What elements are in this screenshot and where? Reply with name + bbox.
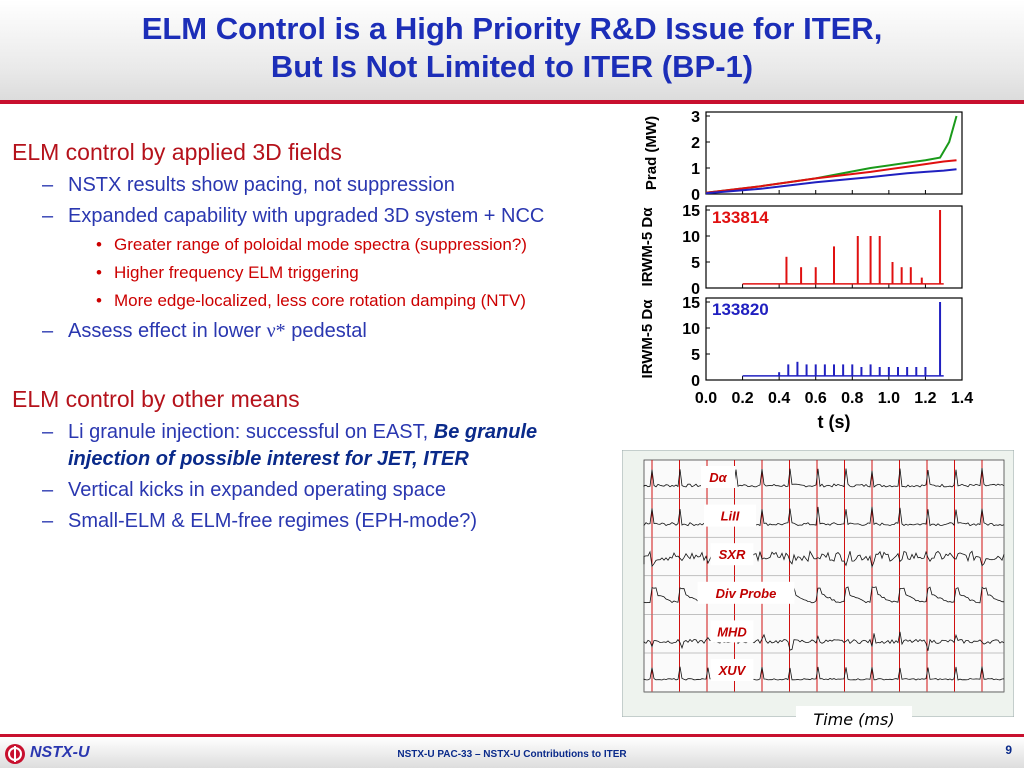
y-tick-label: 15 (682, 295, 700, 312)
x-tick-label: 0.8 (841, 390, 863, 407)
y-tick-label: 10 (682, 321, 700, 338)
be-granule-emphasis: Be granule injection of possible interes… (68, 421, 538, 470)
channel-label-bg (697, 581, 795, 604)
subbullet-poloidal: • Greater range of poloidal mode spectra … (96, 235, 527, 254)
bullet-small-elm: – Small-ELM & ELM-free regimes (EPH-mode?… (42, 510, 477, 532)
channel-label-bg (701, 466, 735, 488)
subbullet-text: Greater range of poloidal mode spectra (… (114, 235, 527, 254)
title-line-1: ELM Control is a High Priority R&D Issue… (141, 11, 883, 46)
subbullet-edge-localized: • More edge-localized, less core rotation… (96, 291, 526, 310)
header-divider (0, 100, 1024, 104)
y-tick-label: 3 (691, 109, 700, 126)
title-line-2: But Is Not Limited to ITER (BP-1) (270, 49, 754, 84)
li-prefix: Li granule injection: successful on EAST… (68, 421, 429, 443)
osc-trace (643, 550, 1005, 569)
x-tick-label: 0.0 (695, 390, 717, 407)
section1-heading: ELM control by applied 3D fields (12, 139, 342, 165)
channel-label-bg (710, 620, 754, 643)
nu-star-symbol: ν* (266, 320, 286, 342)
assess-suffix: pedestal (291, 320, 367, 342)
x-tick-label: 1.2 (914, 390, 936, 407)
y-tick-label: 5 (691, 347, 700, 364)
y-tick-label: 2 (691, 135, 700, 152)
prad-dalpha-chart: 0 1 2 3 Prad (MW) 0 5 10 15 IRWM-5 Dα 133814 0 5 10 15… (639, 109, 973, 432)
x-tick-label: 0.4 (768, 390, 790, 407)
y-tick-label: 0 (691, 281, 700, 298)
panel-y-label: IRWM-5 Dα (639, 299, 656, 379)
x-axis-label: t (s) (818, 412, 851, 432)
slide-content: ELM control by applied 3D fields – NSTX r… (12, 138, 612, 539)
subbullet-frequency: • Higher frequency ELM triggering (96, 263, 359, 282)
channel-label-bg (704, 504, 756, 527)
shot-number-label: 133814 (712, 208, 769, 227)
bullet-li-granule: – Li granule injection: successful on EAS… (42, 421, 538, 470)
x-tick-label: 1.4 (951, 390, 973, 407)
channel-label: SXR (719, 547, 746, 562)
osc-trace (643, 666, 1005, 681)
series-line-red (705, 159, 957, 194)
panel-y-label: IRWM-5 Dα (639, 207, 656, 287)
slide-header: ELM Control is a High Priority R&D Issue… (0, 0, 1024, 100)
panel-y-label: Prad (MW) (643, 116, 660, 190)
subbullet-text: More edge-localized, less core rotation … (114, 291, 526, 310)
shot-number-label: 133820 (712, 300, 769, 319)
bullet-text: Expanded capability with upgraded 3D sys… (68, 205, 545, 227)
bullet-assess: – Assess effect in lower ν* pedestal (42, 320, 367, 342)
series-line-blue (705, 168, 957, 195)
y-tick-label: 0 (691, 187, 700, 204)
logo-text: NSTX-U (30, 744, 90, 761)
y-tick-label: 1 (691, 161, 700, 178)
x-tick-label: 1.0 (878, 390, 900, 407)
channel-label-bg (710, 659, 754, 681)
y-tick-label: 10 (682, 229, 700, 246)
nstx-logo-icon (5, 744, 25, 764)
channel-label-bg (710, 543, 754, 566)
subbullet-text: Higher frequency ELM triggering (114, 263, 359, 282)
footer-title: NSTX-U PAC-33 – NSTX-U Contributions to … (397, 749, 627, 760)
bullet-nstx-results: – NSTX results show pacing, not suppressi… (42, 174, 455, 196)
bullet-text: NSTX results show pacing, not suppressio… (68, 174, 455, 196)
x-tick-label: 0.6 (805, 390, 827, 407)
channel-label: LiII (721, 509, 740, 524)
diagnostic-oscillogram: Dα LiII SXR Div Probe MHD XUV (622, 450, 1014, 717)
channel-label: Dα (709, 470, 727, 485)
time-axis-label: Time (ms) (796, 706, 912, 734)
channel-label: XUV (718, 663, 747, 678)
assess-prefix: Assess effect in lower (68, 320, 262, 342)
bullet-expanded-capability: – Expanded capability with upgraded 3D sy… (42, 205, 545, 227)
channel-label: MHD (717, 624, 747, 639)
osc-trace (643, 506, 1005, 527)
y-tick-label: 5 (691, 255, 700, 272)
slide-footer: NSTX-U NSTX-U PAC-33 – NSTX-U Contributi… (0, 734, 1024, 768)
bullet-text: Vertical kicks in expanded operating spa… (68, 479, 447, 501)
section2-heading: ELM control by other means (12, 386, 300, 412)
page-number: 9 (1005, 743, 1012, 757)
y-tick-label: 15 (682, 203, 700, 220)
panel-frame (705, 111, 963, 195)
bullet-vertical-kicks: – Vertical kicks in expanded operating sp… (42, 479, 447, 501)
osc-trace (643, 631, 1005, 651)
y-tick-label: 0 (691, 373, 700, 390)
x-tick-label: 0.2 (731, 390, 753, 407)
slide-title: ELM Control is a High Priority R&D Issue… (0, 10, 1024, 86)
bullet-text: Small-ELM & ELM-free regimes (EPH-mode?) (68, 510, 477, 532)
channel-label: Div Probe (716, 586, 777, 601)
